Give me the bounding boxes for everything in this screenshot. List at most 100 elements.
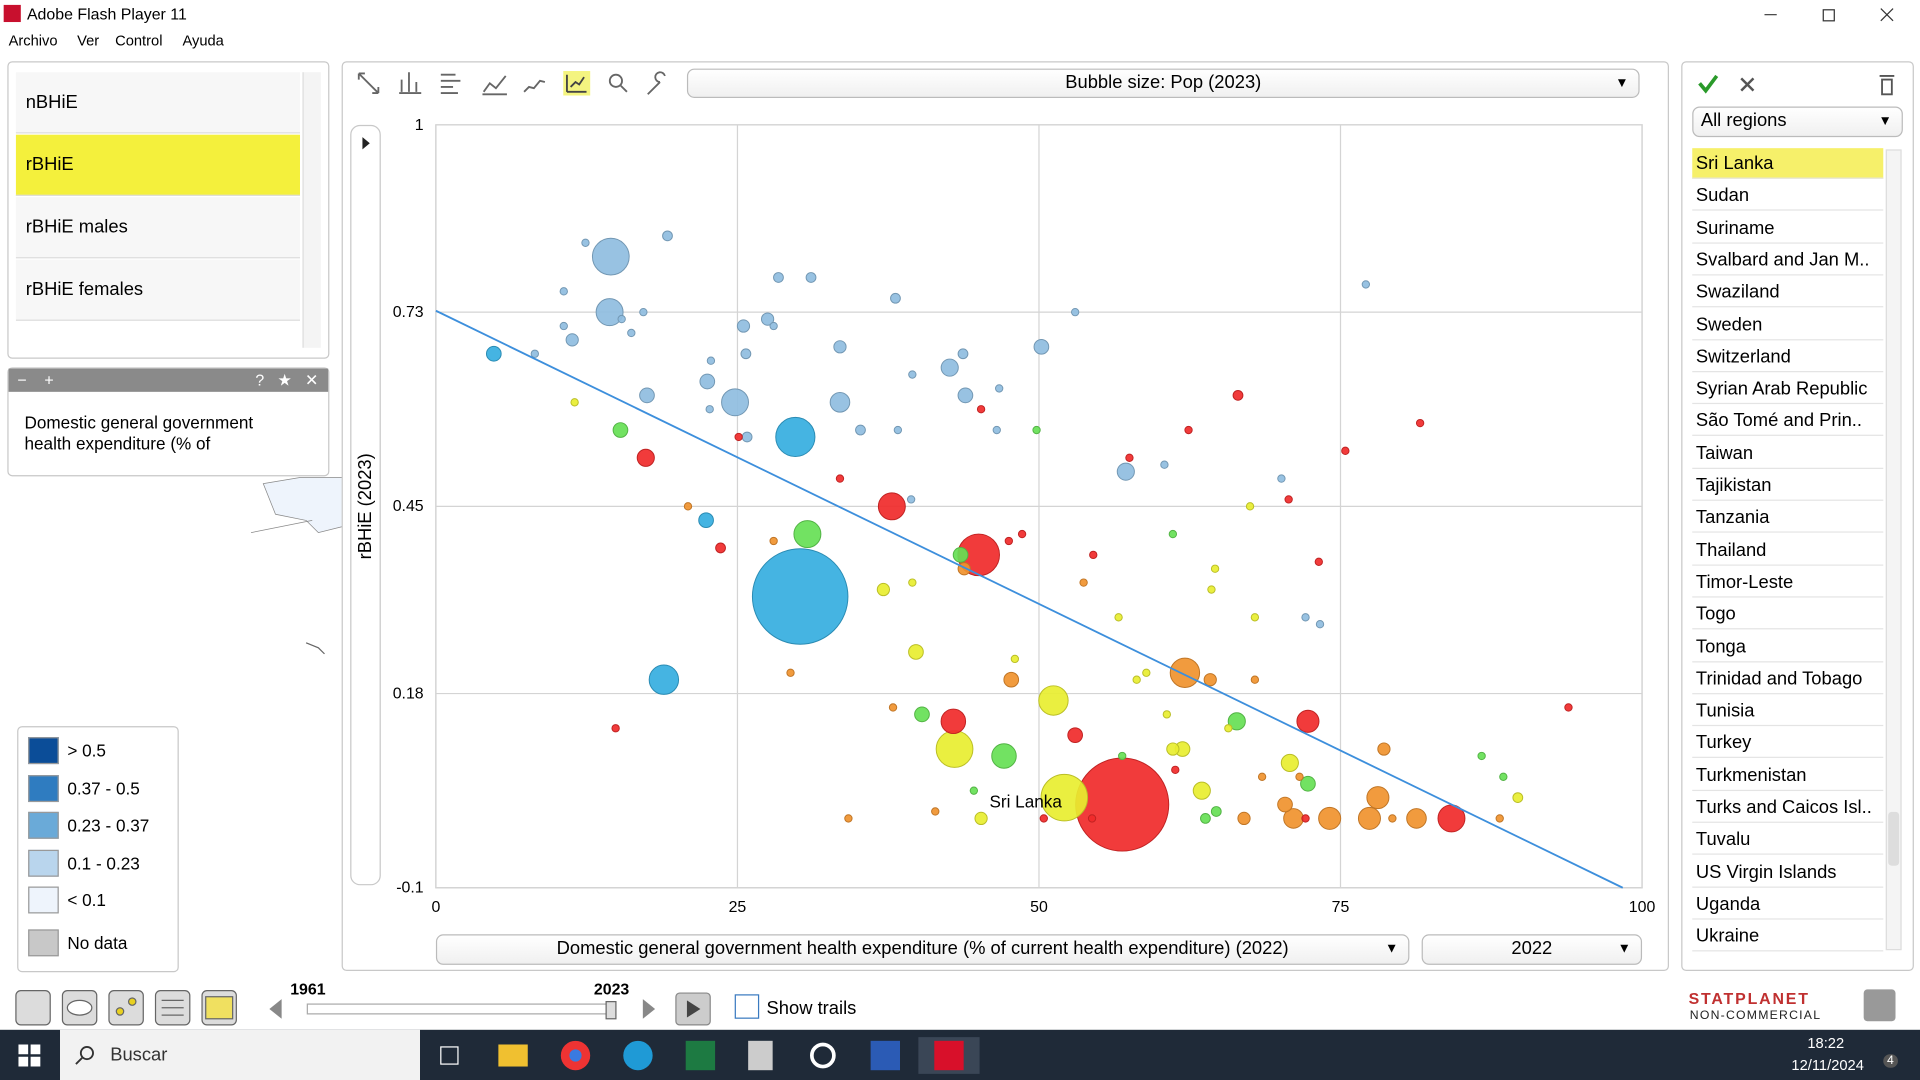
bubble (1071, 307, 1080, 317)
country-item[interactable]: Tonga (1692, 631, 1884, 662)
country-item[interactable]: Syrian Arab Republic (1692, 373, 1884, 405)
scrollbar[interactable] (302, 72, 321, 348)
country-item[interactable]: Togo (1692, 599, 1884, 630)
indicator-item[interactable]: rBHiE males (15, 197, 301, 259)
country-item[interactable]: Ukraine (1692, 921, 1884, 952)
bubble (1301, 613, 1310, 622)
play-small[interactable] (351, 126, 379, 163)
country-item[interactable]: Svalbard and Jan M.. (1692, 244, 1884, 276)
bubble (1125, 453, 1134, 462)
bubble (636, 448, 655, 467)
country-item[interactable]: Trinidad and Tobago (1692, 663, 1884, 695)
bottom-tools[interactable] (12, 987, 245, 1029)
country-item[interactable]: Tuvalu (1692, 824, 1884, 856)
country-item[interactable]: Sudan (1692, 180, 1884, 211)
bubble (931, 807, 940, 816)
country-item[interactable]: Switzerland (1692, 341, 1884, 372)
bubble (581, 238, 590, 247)
bubble (957, 348, 969, 360)
region-dropdown[interactable]: All regions (1692, 106, 1903, 138)
start-button[interactable] (18, 1044, 41, 1067)
bubble (1277, 796, 1293, 813)
bubble (1564, 703, 1573, 712)
info-header[interactable]: − +? ★ ✕ (8, 368, 329, 392)
timeline-slider[interactable] (263, 992, 716, 1029)
bubble (559, 321, 568, 331)
indicator-item[interactable]: nBHiE (15, 72, 301, 134)
bubble (751, 548, 849, 645)
menu-item[interactable]: Archivo (8, 31, 58, 49)
country-item[interactable]: Turkey (1692, 727, 1884, 759)
bubble (736, 319, 751, 333)
bubble (1227, 712, 1246, 731)
bubble (1366, 786, 1390, 810)
x-tick-label: 75 (1332, 899, 1350, 916)
search-box[interactable]: Buscar (60, 1029, 421, 1080)
country-item[interactable]: Thailand (1692, 534, 1884, 566)
chart-toolbar[interactable] (353, 67, 684, 99)
x-tick-label: 100 (1629, 899, 1656, 916)
indicator-item[interactable]: rBHiE females (15, 259, 301, 321)
indicator-item[interactable]: rBHiE (15, 134, 301, 196)
timeline-end: 2023 (593, 979, 630, 998)
x-indicator-dropdown[interactable]: Domestic general government health expen… (435, 934, 1410, 965)
bubble (1200, 813, 1211, 824)
y-axis-label: rBHiE (2023) (354, 453, 375, 559)
bubble (662, 230, 673, 242)
x-axis-label: Domestic general government health expen… (556, 937, 1289, 959)
bubble (908, 370, 917, 379)
country-item[interactable]: Swaziland (1692, 276, 1884, 308)
notification-count[interactable]: 4 (1883, 1054, 1898, 1068)
bubble (705, 405, 714, 414)
bubble (595, 298, 624, 327)
legend-label: < 0.1 (67, 890, 106, 910)
country-item[interactable]: US Virgin Islands (1692, 856, 1884, 888)
country-item[interactable]: Tanzania (1692, 502, 1884, 534)
menu-item[interactable]: Control (115, 31, 163, 49)
year-dropdown[interactable]: 2022 (1421, 934, 1643, 965)
bubble (969, 786, 979, 795)
country-item[interactable]: Sweden (1692, 309, 1884, 340)
x-tick-label: 50 (1030, 899, 1048, 916)
bubble (1010, 654, 1020, 664)
bubble (835, 474, 845, 483)
country-item[interactable]: Taiwan (1692, 437, 1884, 469)
country-scrollbar[interactable] (1885, 149, 1902, 951)
region-toolbar[interactable] (1696, 71, 1904, 98)
menu-item[interactable]: Ver (77, 31, 100, 49)
bubble (1033, 338, 1050, 355)
bubble (648, 664, 680, 695)
bubble (833, 340, 847, 354)
bubble (1295, 772, 1304, 781)
bubble (1314, 557, 1323, 566)
menu-item[interactable]: Ayuda (182, 31, 224, 49)
bubble (1361, 280, 1371, 289)
country-item[interactable]: Tajikistan (1692, 470, 1884, 501)
taskbar-apps[interactable] (435, 1037, 986, 1074)
bubble (769, 536, 778, 546)
bubble (957, 387, 974, 404)
bubble (1168, 529, 1178, 539)
bubble (1087, 814, 1097, 823)
bubble (1210, 564, 1220, 573)
bubble (1160, 460, 1169, 469)
bubble (1032, 425, 1041, 435)
country-item[interactable]: Suriname (1692, 212, 1884, 244)
bubble (699, 373, 716, 390)
bubble-size-dropdown[interactable]: Bubble size: Pop (2023) (686, 68, 1640, 98)
country-item[interactable]: Tunisia (1692, 695, 1884, 727)
country-item[interactable]: Uganda (1692, 888, 1884, 920)
country-item[interactable]: Turkmenistan (1692, 760, 1884, 791)
bubble (906, 495, 916, 504)
country-item[interactable]: Sri Lanka (1692, 148, 1884, 179)
bubble (940, 708, 967, 735)
country-item[interactable]: São Tomé and Prin.. (1692, 405, 1884, 437)
country-item[interactable]: Turks and Caicos Isl.. (1692, 792, 1884, 823)
play-column (350, 124, 381, 886)
country-item[interactable]: Timor-Leste (1692, 566, 1884, 598)
window-controls[interactable] (1751, 2, 1910, 26)
y-tick-label: 1 (415, 117, 424, 134)
bubble (1040, 773, 1089, 822)
trails-checkbox[interactable] (734, 994, 760, 1019)
fullscreen-button[interactable] (1863, 989, 1896, 1022)
